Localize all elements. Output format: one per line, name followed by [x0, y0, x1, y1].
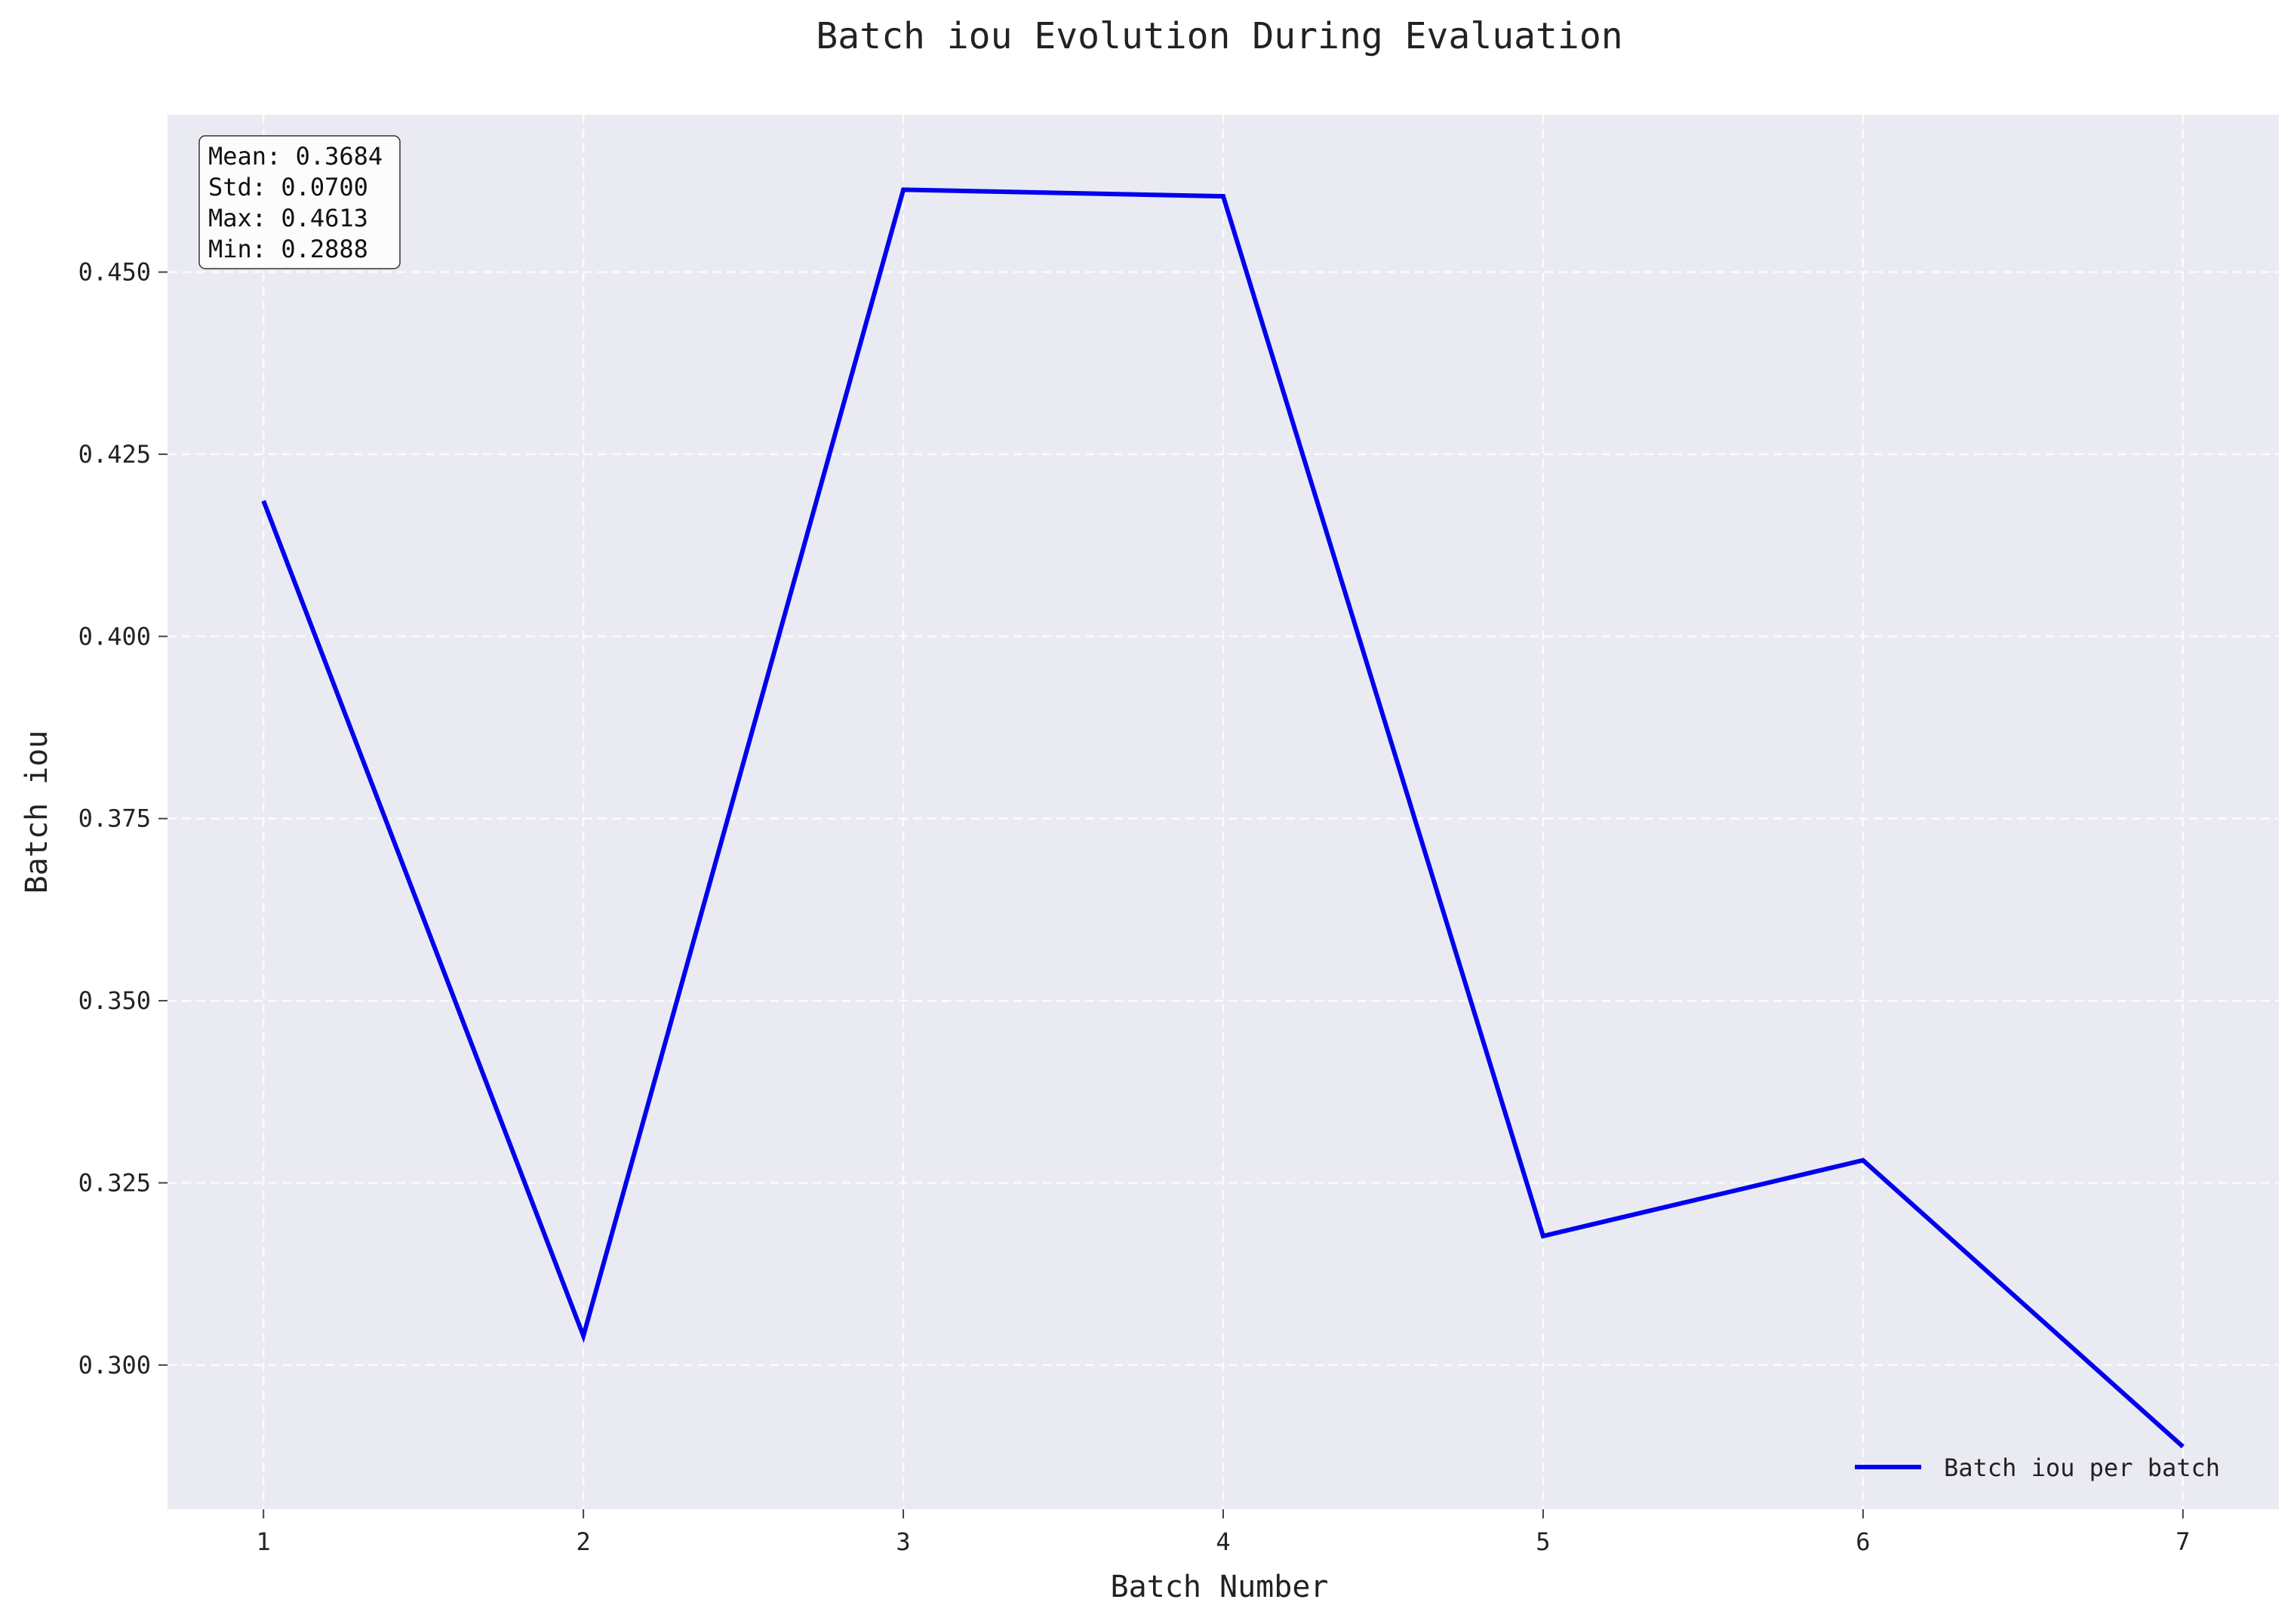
x-tick-label: 3 [896, 1527, 910, 1556]
chart-title: Batch iou Evolution During Evaluation [816, 15, 1622, 57]
y-tick-label: 0.450 [78, 258, 151, 287]
legend: Batch iou per batch [1855, 1453, 2220, 1482]
series-layer [261, 187, 2185, 1449]
legend-label: Batch iou per batch [1944, 1453, 2220, 1482]
y-axis-label: Batch iou [20, 730, 54, 894]
x-tick-label: 6 [1856, 1527, 1870, 1556]
x-tick-label: 1 [257, 1527, 271, 1556]
y-tick-label: 0.300 [78, 1351, 151, 1379]
y-tick-label: 0.375 [78, 804, 151, 833]
stats-std: Std: 0.0700 [208, 173, 368, 201]
stats-box: Mean: 0.3684 Std: 0.0700 Max: 0.4613 Min… [198, 135, 401, 269]
stats-mean: Mean: 0.3684 [208, 142, 383, 171]
stats-min: Min: 0.2888 [208, 235, 368, 263]
x-axis-label: Batch Number [1111, 1570, 1329, 1604]
x-axis-ticks: 1 2 3 4 5 6 7 [257, 1509, 2190, 1556]
series-line-0 [261, 187, 2185, 1449]
x-tick-label: 5 [1536, 1527, 1550, 1556]
x-tick-label: 7 [2176, 1527, 2190, 1556]
y-tick-label: 0.350 [78, 986, 151, 1015]
y-tick-label: 0.325 [78, 1168, 151, 1197]
stats-box-frame [198, 135, 401, 269]
y-axis-ticks: 0.300 0.325 0.350 0.375 0.400 0.425 0.450 [78, 258, 168, 1379]
stats-max: Max: 0.4613 [208, 204, 368, 232]
y-tick-label: 0.425 [78, 440, 151, 469]
grid-lines [168, 115, 2279, 1509]
x-tick-label: 2 [576, 1527, 590, 1556]
x-tick-label: 4 [1216, 1527, 1230, 1556]
y-tick-label: 0.400 [78, 622, 151, 651]
